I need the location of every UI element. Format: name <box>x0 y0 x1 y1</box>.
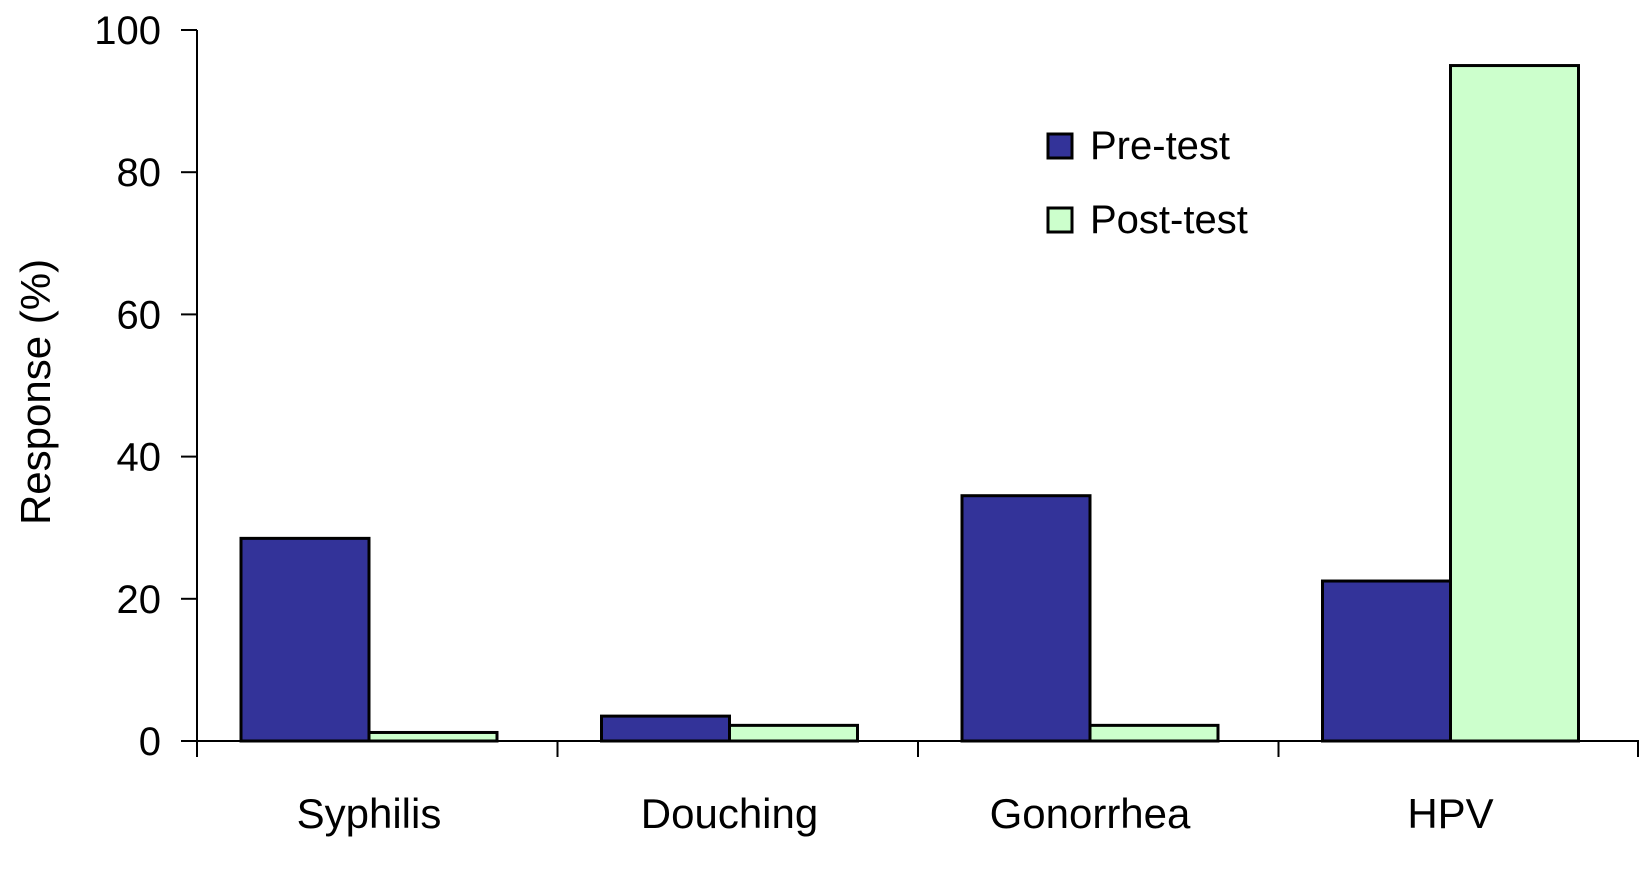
legend: Pre-test Post-test <box>1046 124 1248 242</box>
y-ticks: 0 20 40 60 80 100 <box>94 9 197 764</box>
x-category-label: HPV <box>1407 790 1493 837</box>
bar-post-test-syphilis <box>367 730 499 743</box>
x-category-label: Douching <box>641 790 818 837</box>
y-tick-label: 20 <box>117 578 162 622</box>
bar-pre-test-hpv <box>1321 579 1452 743</box>
bar-post-test-hpv <box>1449 64 1580 743</box>
bar-pre-test-gonorrhea <box>960 494 1092 743</box>
legend-swatch-pre-test <box>1046 132 1074 160</box>
legend-label-pre-test: Pre-test <box>1090 124 1230 168</box>
y-tick-label: 80 <box>117 151 162 195</box>
bar-pre-test-syphilis <box>239 536 371 743</box>
y-axis-title: Response (%) <box>12 259 59 525</box>
y-tick-label: 100 <box>94 9 161 53</box>
y-tick-label: 40 <box>117 436 162 480</box>
bar-pre-test-douching <box>600 714 731 743</box>
bars <box>239 64 1580 743</box>
y-tick-label: 60 <box>117 293 162 337</box>
legend-swatch-post-test <box>1046 206 1074 234</box>
bar-post-test-gonorrhea <box>1088 723 1220 743</box>
x-category-label: Gonorrhea <box>990 790 1191 837</box>
legend-label-post-test: Post-test <box>1090 198 1248 242</box>
x-category-label: Syphilis <box>297 790 442 837</box>
bar-post-test-douching <box>728 723 859 743</box>
x-ticks: Syphilis Douching Gonorrhea HPV <box>196 741 1639 837</box>
y-tick-label: 0 <box>139 720 161 764</box>
